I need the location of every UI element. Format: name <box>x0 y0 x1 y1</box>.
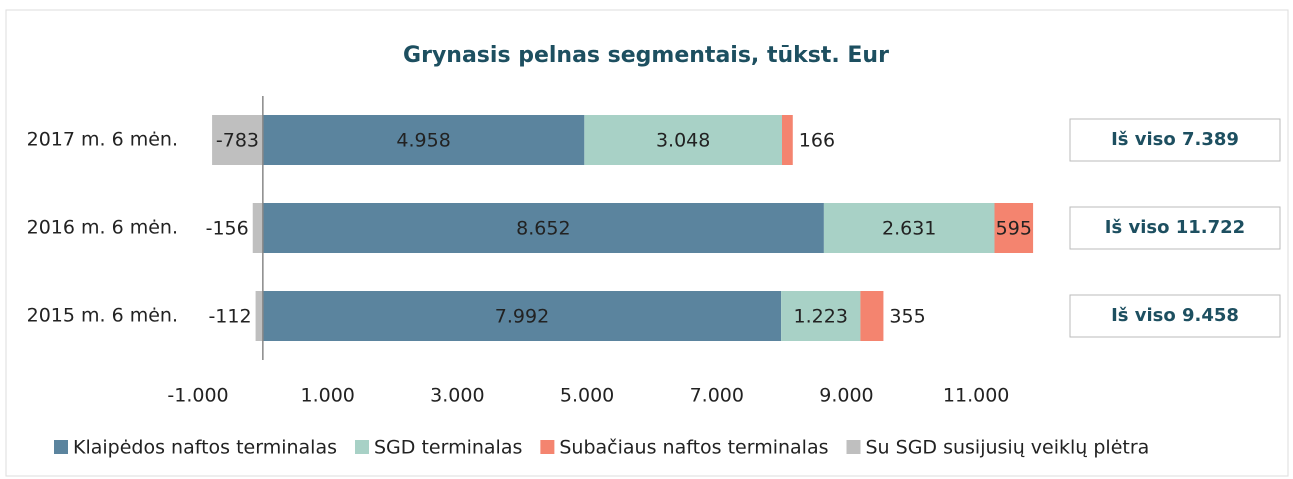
value-label: -112 <box>208 306 251 328</box>
value-label: 595 <box>996 218 1032 240</box>
bar-segment <box>782 115 793 165</box>
legend-swatch <box>355 440 369 454</box>
chart-title: Grynasis pelnas segmentais, tūkst. Eur <box>403 43 889 68</box>
total-label: Iš viso 9.458 <box>1111 305 1239 326</box>
value-label: -783 <box>216 130 259 152</box>
bar-segment <box>262 203 824 253</box>
legend-label: SGD terminalas <box>374 437 522 459</box>
bar-segment <box>584 115 783 165</box>
total-box <box>1069 294 1281 338</box>
x-tick-label: 3.000 <box>430 385 484 407</box>
value-label: 3.048 <box>656 130 710 152</box>
bar-segment <box>252 203 263 253</box>
y-tick-label: 2017 m. 6 mėn. <box>27 129 178 151</box>
x-tick-label: 1.000 <box>300 385 354 407</box>
value-label: 1.223 <box>794 306 848 328</box>
value-label: -156 <box>206 218 249 240</box>
x-tick-label: 11.000 <box>943 385 1009 407</box>
value-label: 2.631 <box>882 218 936 240</box>
x-tick-label: 9.000 <box>819 385 873 407</box>
x-tick-label: 5.000 <box>560 385 614 407</box>
bar-segment <box>212 115 263 165</box>
bar-segment <box>781 291 861 341</box>
value-label: 166 <box>799 130 835 152</box>
total-box <box>1069 118 1281 162</box>
y-tick-label: 2016 m. 6 mėn. <box>27 217 178 239</box>
bar-segment <box>262 291 782 341</box>
legend-swatch <box>54 440 68 454</box>
bar-segment <box>994 203 1034 253</box>
total-box <box>1069 206 1281 250</box>
x-tick-label: 7.000 <box>690 385 744 407</box>
legend-label: Klaipėdos naftos terminalas <box>73 437 337 459</box>
value-label: 7.992 <box>495 306 549 328</box>
bar-segment <box>262 115 585 165</box>
legend-swatch <box>846 440 861 454</box>
y-tick-label: 2015 m. 6 mėn. <box>27 305 178 327</box>
value-label: 355 <box>889 306 925 328</box>
bar-segment <box>823 203 995 253</box>
legend-label: Su SGD susijusių veiklų plėtra <box>866 437 1150 459</box>
total-label: Iš viso 11.722 <box>1105 217 1245 238</box>
legend-swatch <box>540 440 555 454</box>
bar-segment <box>255 291 263 341</box>
total-label: Iš viso 7.389 <box>1111 129 1239 150</box>
legend-label: Subačiaus naftos terminalas <box>559 437 828 459</box>
value-label: 8.652 <box>516 218 570 240</box>
x-tick-label: -1.000 <box>167 385 228 407</box>
value-label: 4.958 <box>396 130 450 152</box>
bar-segment <box>860 291 884 341</box>
